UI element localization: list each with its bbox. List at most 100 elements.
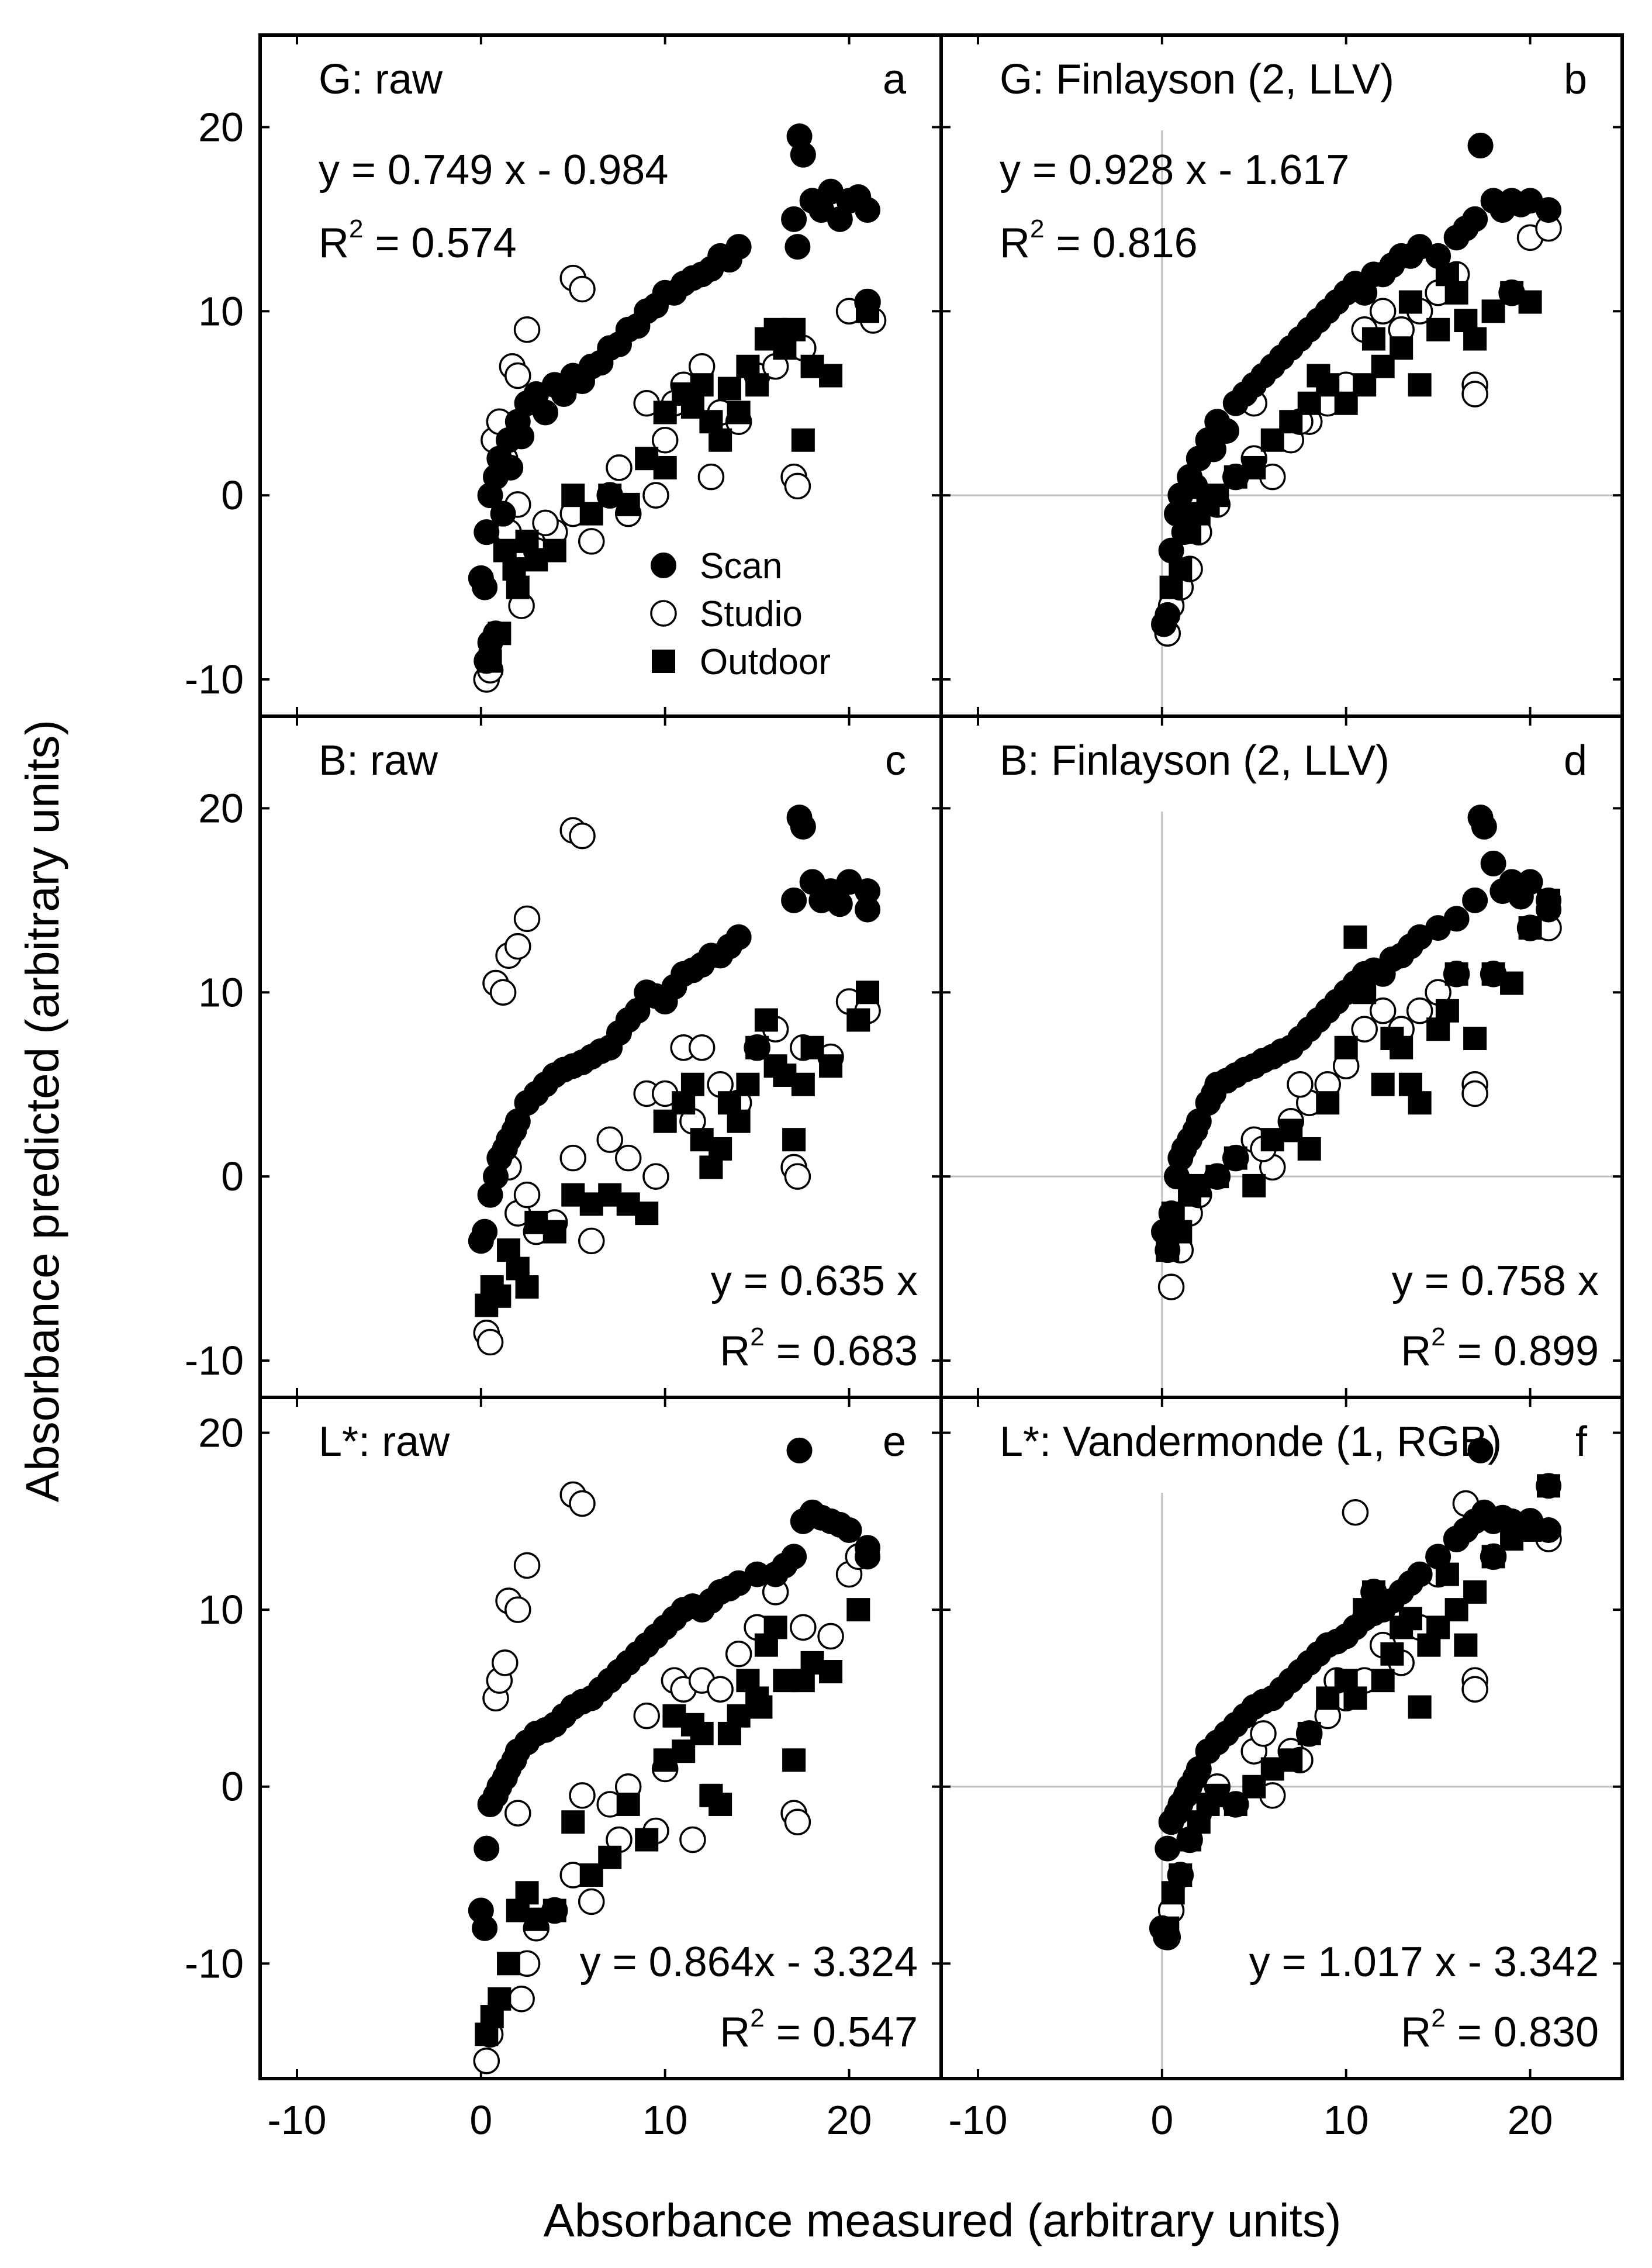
point-scan: [483, 1164, 509, 1190]
y-tick-label: -10: [185, 1941, 244, 1986]
panel-title: L*: Vandermonde (1, RGB): [1000, 1418, 1502, 1465]
r-squared-value: = 0.574: [363, 220, 516, 267]
point-outdoor: [1444, 962, 1468, 986]
point-scan: [661, 974, 687, 1000]
panel-title: L*: raw: [319, 1418, 450, 1465]
point-scan: [1425, 243, 1451, 269]
legend: Scan Studio Outdoor: [650, 546, 831, 682]
point-scan: [1397, 1570, 1423, 1596]
r-squared: R2 = 0.816: [1000, 215, 1198, 267]
point-outdoor: [1307, 364, 1330, 388]
point-studio: [1157, 1273, 1185, 1300]
r-squared-exponent: 2: [1431, 2004, 1445, 2032]
point-studio: [569, 1782, 596, 1809]
point-scan: [1305, 1007, 1332, 1033]
point-scan: [1536, 1517, 1562, 1543]
point-scan: [1158, 1200, 1184, 1227]
point-studio: [633, 1702, 660, 1730]
point-scan: [781, 206, 807, 232]
point-scan: [1232, 381, 1258, 407]
panel-letter: e: [883, 1418, 906, 1465]
y-tick-label: -10: [185, 1338, 244, 1383]
x-tick-label: 0: [1150, 2097, 1173, 2143]
point-studio: [476, 1328, 504, 1356]
point-outdoor: [717, 1721, 741, 1745]
point-studio: [559, 1144, 587, 1172]
point-scan: [827, 891, 853, 917]
point-scan: [1462, 887, 1488, 913]
point-studio: [1369, 298, 1397, 325]
point-scan: [1287, 1659, 1313, 1685]
point-scan: [1397, 243, 1423, 269]
point-studio: [473, 2047, 500, 2074]
point-outdoor: [680, 1713, 704, 1737]
point-scan: [1269, 344, 1295, 371]
r-squared-value: = 0.899: [1446, 1328, 1599, 1375]
point-studio: [504, 362, 531, 389]
point-scan: [1453, 1517, 1479, 1543]
point-scan: [661, 1606, 687, 1632]
y-axis-title: Absorbance predicted (arbitrary units): [16, 720, 68, 1502]
legend-marker-studio: [650, 600, 677, 627]
point-outdoor: [1426, 1615, 1450, 1639]
point-scan: [1158, 537, 1184, 564]
y-tick-label: 10: [198, 1587, 244, 1632]
point-scan: [1379, 1587, 1405, 1614]
point-outdoor: [1435, 999, 1459, 1023]
point-scan: [1201, 436, 1226, 462]
point-scan: [1379, 946, 1405, 972]
point-outdoor: [709, 428, 732, 452]
point-outdoor: [819, 1660, 843, 1684]
r-squared-symbol: R: [720, 1328, 750, 1375]
point-scan: [1342, 1614, 1368, 1641]
point-outdoor: [1260, 428, 1284, 452]
legend-label-outdoor: Outdoor: [700, 642, 831, 682]
x-tick-label: 0: [469, 2097, 492, 2143]
point-scan: [1323, 989, 1350, 1015]
point-scan: [501, 1117, 527, 1144]
r-squared-symbol: R: [1401, 2009, 1431, 2056]
point-studio: [614, 1144, 642, 1172]
point-outdoor: [1408, 1695, 1432, 1719]
point-scan: [1425, 1544, 1451, 1570]
r-squared: R2 = 0.899: [1401, 1323, 1599, 1375]
point-scan: [790, 141, 816, 168]
point-outdoor: [1408, 373, 1432, 397]
legend-marker-outdoor: [652, 650, 675, 673]
r-squared-symbol: R: [1000, 220, 1030, 267]
panel-title: G: raw: [319, 56, 443, 103]
r-squared-exponent: 2: [750, 2004, 764, 2032]
legend-label-scan: Scan: [700, 546, 782, 586]
point-scan: [606, 331, 632, 357]
point-scan: [474, 519, 500, 546]
r-squared-exponent: 2: [750, 1323, 764, 1351]
point-studio: [1351, 1016, 1378, 1043]
point-scan: [1480, 850, 1506, 876]
point-scan: [1287, 326, 1313, 352]
point-studio: [642, 482, 669, 509]
points: [468, 805, 881, 1356]
point-scan: [490, 500, 516, 527]
point-outdoor: [745, 1035, 769, 1059]
point-outdoor: [690, 373, 714, 397]
point-outdoor: [1169, 1863, 1193, 1887]
point-outdoor: [542, 1220, 566, 1244]
points: [1149, 1437, 1562, 1951]
point-outdoor: [745, 373, 769, 397]
point-studio: [569, 275, 596, 303]
point-scan: [661, 279, 687, 306]
point-scan: [1182, 473, 1208, 499]
point-outdoor: [763, 1615, 787, 1639]
point-scan: [1155, 1835, 1181, 1862]
points: [1150, 132, 1562, 647]
point-scan: [472, 574, 498, 600]
point-scan: [569, 368, 596, 394]
point-scan: [1155, 1237, 1181, 1264]
point-studio: [725, 1641, 752, 1668]
y-tick-label: 0: [221, 1764, 244, 1810]
regression-equation: y = 0.864x - 3.324: [580, 1939, 918, 1986]
point-studio: [504, 1596, 531, 1623]
point-outdoor: [1426, 317, 1450, 341]
point-scan: [1153, 1924, 1179, 1950]
point-studio: [784, 1163, 811, 1190]
